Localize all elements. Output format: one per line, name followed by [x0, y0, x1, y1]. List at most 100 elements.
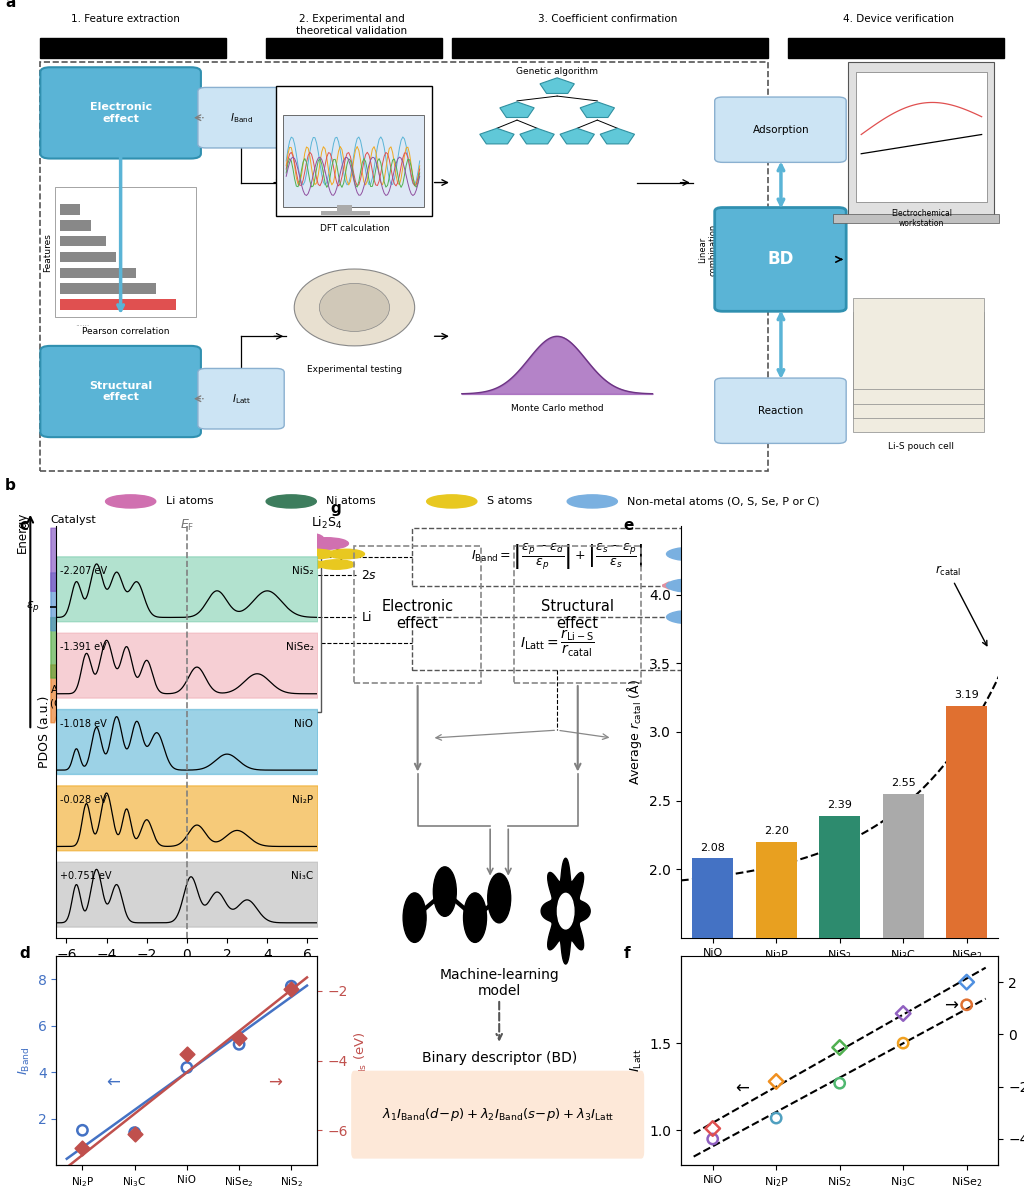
Bar [40, 62, 768, 471]
Circle shape [105, 495, 156, 508]
Circle shape [846, 564, 890, 576]
Circle shape [667, 611, 719, 624]
Text: $\varepsilon_p$: $\varepsilon_p$ [27, 599, 40, 614]
Bar [60, 268, 135, 278]
Bar [266, 38, 441, 57]
Bar [514, 546, 641, 684]
Circle shape [776, 595, 820, 607]
Y-axis label: $E_\mathrm{ads}$ (eV): $E_\mathrm{ads}$ (eV) [353, 1031, 370, 1090]
Text: Li-S pouch cell: Li-S pouch cell [889, 442, 954, 451]
Circle shape [735, 546, 791, 562]
Bar [60, 204, 81, 215]
Text: $r_\mathrm{catal}$: $r_\mathrm{catal}$ [784, 651, 808, 664]
Text: Adsorption: Adsorption [753, 124, 809, 135]
Bar [853, 298, 984, 390]
Bar [853, 312, 984, 404]
Text: ↑↓: ↑↓ [263, 563, 280, 572]
Circle shape [318, 559, 354, 569]
Text: Ni₂P: Ni₂P [292, 795, 313, 805]
Text: 4. Device verification: 4. Device verification [843, 14, 953, 24]
FancyBboxPatch shape [40, 67, 201, 159]
Polygon shape [581, 102, 614, 117]
Circle shape [861, 580, 905, 592]
Circle shape [807, 626, 859, 639]
Point [283, 980, 300, 999]
Text: $\leftarrow$: $\leftarrow$ [103, 1072, 122, 1090]
Point [705, 1129, 721, 1148]
Text: Reaction: Reaction [759, 406, 804, 416]
Point [958, 995, 975, 1015]
Circle shape [266, 495, 316, 508]
Text: Features: Features [43, 233, 52, 271]
Polygon shape [500, 102, 535, 117]
FancyBboxPatch shape [715, 208, 846, 311]
Text: $\rightarrow$: $\rightarrow$ [941, 994, 959, 1012]
Text: Structural
effect: Structural effect [89, 381, 153, 403]
Circle shape [805, 578, 861, 593]
Text: $\leftarrow$: $\leftarrow$ [732, 1078, 750, 1096]
Y-axis label: $I_\mathrm{Latt}$: $I_\mathrm{Latt}$ [629, 1049, 644, 1072]
Text: b: b [5, 478, 16, 492]
Point [831, 1038, 848, 1058]
Point [958, 973, 975, 992]
Text: 2. Experimental and
theoretical validation: 2. Experimental and theoretical validati… [296, 14, 407, 36]
Circle shape [737, 626, 788, 639]
Text: -1.018 eV: -1.018 eV [60, 718, 108, 729]
Y-axis label: Average $r_\mathrm{catal}$ (Å): Average $r_\mathrm{catal}$ (Å) [625, 679, 644, 785]
Point [178, 1044, 195, 1064]
Text: $I_\mathrm{Latt}$: $I_\mathrm{Latt}$ [231, 392, 251, 405]
Point [127, 1123, 143, 1142]
Text: S atoms: S atoms [487, 496, 532, 507]
Text: 2.39: 2.39 [827, 801, 852, 810]
Circle shape [280, 533, 324, 544]
Point [231, 1029, 248, 1048]
Bar [60, 220, 90, 231]
Text: Li: Li [361, 611, 372, 624]
Text: ↑: ↑ [267, 688, 275, 699]
Text: NiO: NiO [295, 718, 313, 729]
Text: Catalyst: Catalyst [50, 515, 96, 525]
Bar [322, 212, 370, 215]
FancyBboxPatch shape [715, 97, 846, 163]
Circle shape [805, 609, 861, 625]
Text: $I_\mathrm{Latt} = \dfrac{r_\mathrm{Li-S}}{r_\mathrm{catal}}$: $I_\mathrm{Latt} = \dfrac{r_\mathrm{Li-S… [520, 627, 595, 658]
Text: ↑↓: ↑↓ [263, 625, 280, 636]
Circle shape [876, 578, 932, 593]
Y-axis label: $I_\mathrm{Band}$: $I_\mathrm{Band}$ [17, 1046, 32, 1076]
Bar [834, 214, 998, 223]
Circle shape [735, 609, 791, 625]
Circle shape [876, 609, 932, 625]
Text: f: f [624, 945, 631, 961]
Text: 2.08: 2.08 [700, 842, 725, 853]
Bar [848, 62, 993, 216]
Text: Ni 3$d$: Ni 3$d$ [115, 549, 146, 560]
Bar [354, 546, 481, 684]
Text: +0.751 eV: +0.751 eV [60, 871, 112, 881]
Text: 1. Feature extraction: 1. Feature extraction [72, 14, 180, 24]
Text: Non-metal atoms (O, S, Se, P or C): Non-metal atoms (O, S, Se, P or C) [628, 496, 820, 507]
Circle shape [487, 874, 511, 923]
Text: Li atoms: Li atoms [166, 496, 213, 507]
FancyBboxPatch shape [198, 368, 285, 429]
Bar [452, 38, 768, 57]
Point [75, 1138, 90, 1157]
Polygon shape [560, 128, 594, 143]
Text: NiS₂: NiS₂ [292, 566, 313, 576]
Bar [276, 86, 432, 216]
X-axis label: Energy (eV): Energy (eV) [150, 968, 224, 980]
Point [75, 1121, 90, 1140]
Text: Ni atoms: Ni atoms [327, 496, 376, 507]
Text: Structural
effect: Structural effect [542, 599, 614, 631]
Point [895, 1004, 911, 1023]
Circle shape [735, 578, 791, 593]
Text: BD: BD [768, 251, 795, 269]
Bar [412, 528, 702, 586]
Text: DFT calculation: DFT calculation [319, 225, 389, 233]
Point [127, 1124, 143, 1144]
Text: $I_\mathrm{Band} = \left|\dfrac{\varepsilon_p - \varepsilon_d}{\varepsilon_p}\ri: $I_\mathrm{Band} = \left|\dfrac{\varepsi… [471, 541, 643, 571]
Text: ......: ...... [76, 319, 90, 329]
Bar [412, 617, 702, 669]
Text: Pearson correlation: Pearson correlation [82, 326, 169, 336]
FancyBboxPatch shape [715, 378, 846, 443]
Circle shape [329, 550, 365, 559]
